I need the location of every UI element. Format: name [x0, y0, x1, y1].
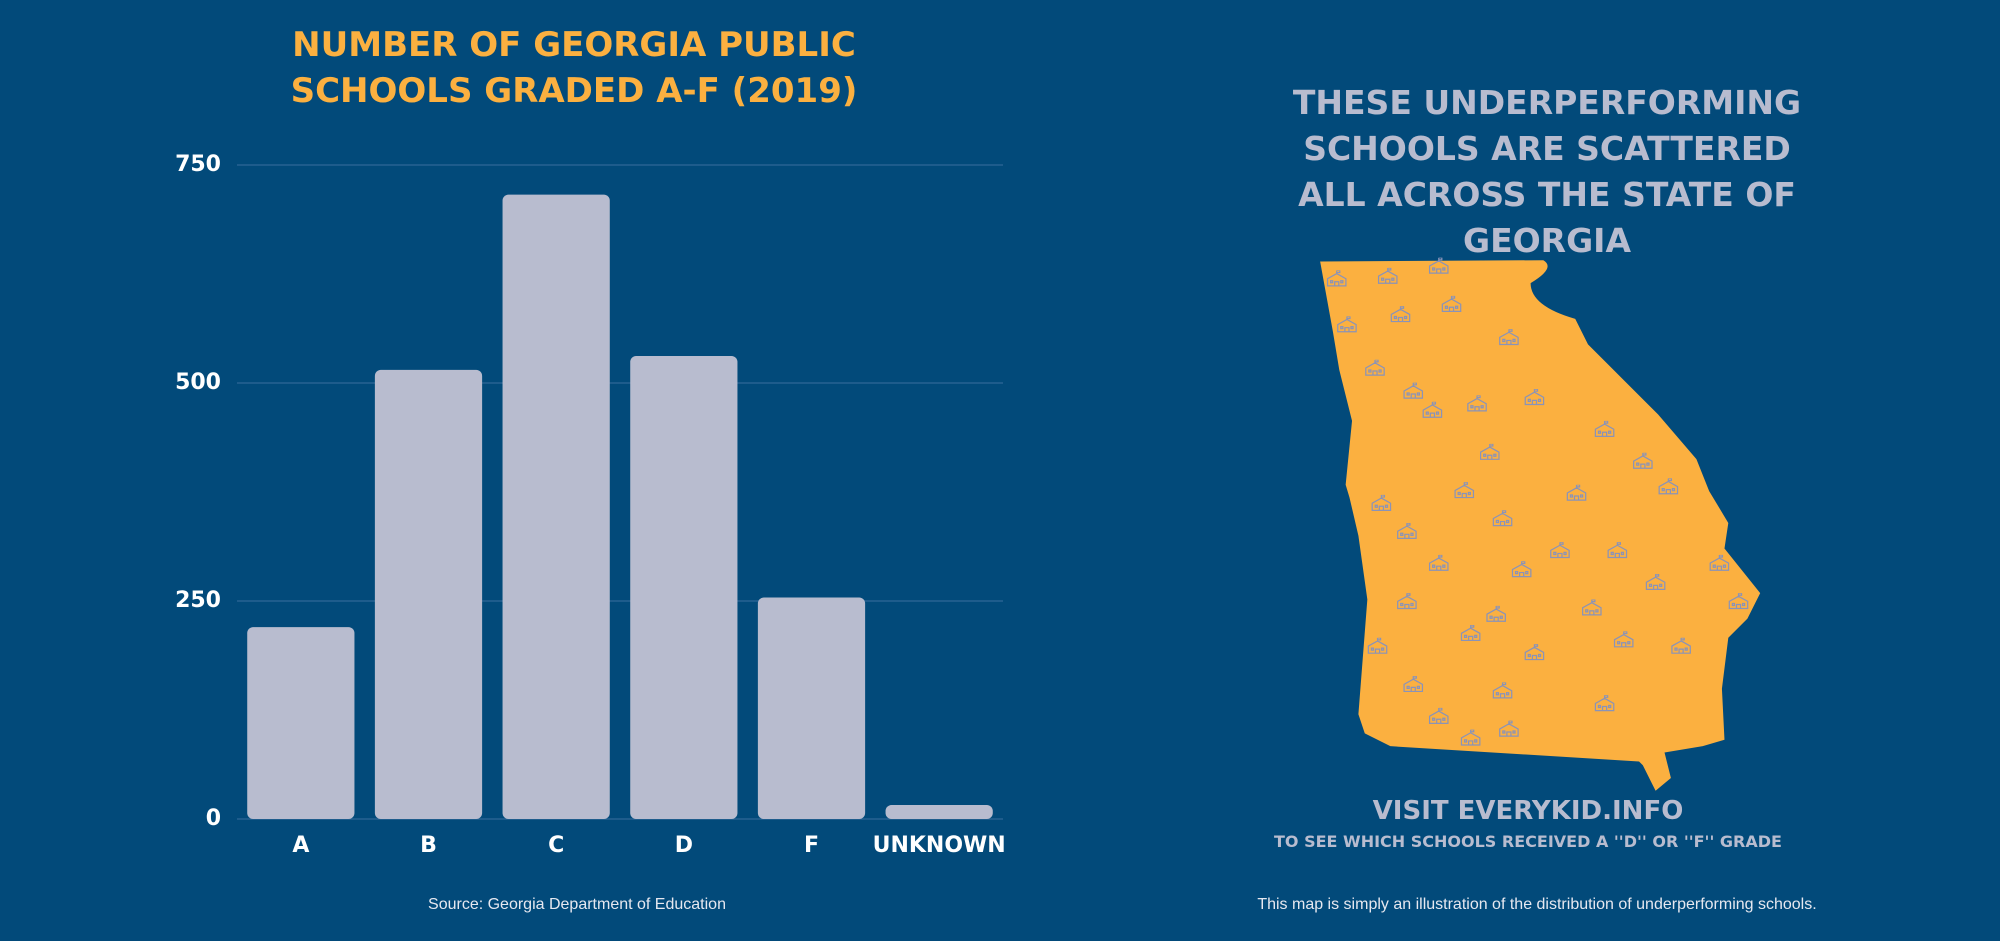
y-tick-label: 750 — [175, 152, 221, 177]
source-note: Source: Georgia Department of Education — [428, 896, 726, 913]
georgia-shape — [1320, 260, 1761, 791]
map-heading: THESE UNDERPERFORMING SCHOOLS ARE SCATTE… — [1292, 83, 1802, 260]
bar — [630, 355, 738, 819]
cta-link-text: VISIT EVERYKID.INFO — [1372, 796, 1684, 826]
bar — [374, 369, 483, 819]
bar — [757, 597, 866, 819]
cta-subtitle: TO SEE WHICH SCHOOLS RECEIVED A ''D'' OR… — [1274, 832, 1782, 851]
y-tick-label: 0 — [206, 806, 221, 831]
bar — [247, 627, 355, 819]
x-tick-label: UNKNOWN — [873, 833, 1006, 858]
x-tick-label: B — [420, 833, 437, 858]
x-tick-label: A — [292, 833, 309, 858]
x-tick-label: C — [548, 833, 564, 858]
y-tick-label: 500 — [175, 370, 221, 395]
map-note: This map is simply an illustration of th… — [1257, 896, 1817, 913]
x-tick-label: F — [804, 833, 819, 858]
chart-title: NUMBER OF GEORGIA PUBLIC SCHOOLS GRADED … — [290, 25, 858, 111]
x-tick-label: D — [675, 833, 693, 858]
bar — [885, 805, 993, 819]
bar — [502, 194, 610, 819]
y-tick-label: 250 — [175, 588, 221, 613]
georgia-map — [1320, 257, 1761, 791]
